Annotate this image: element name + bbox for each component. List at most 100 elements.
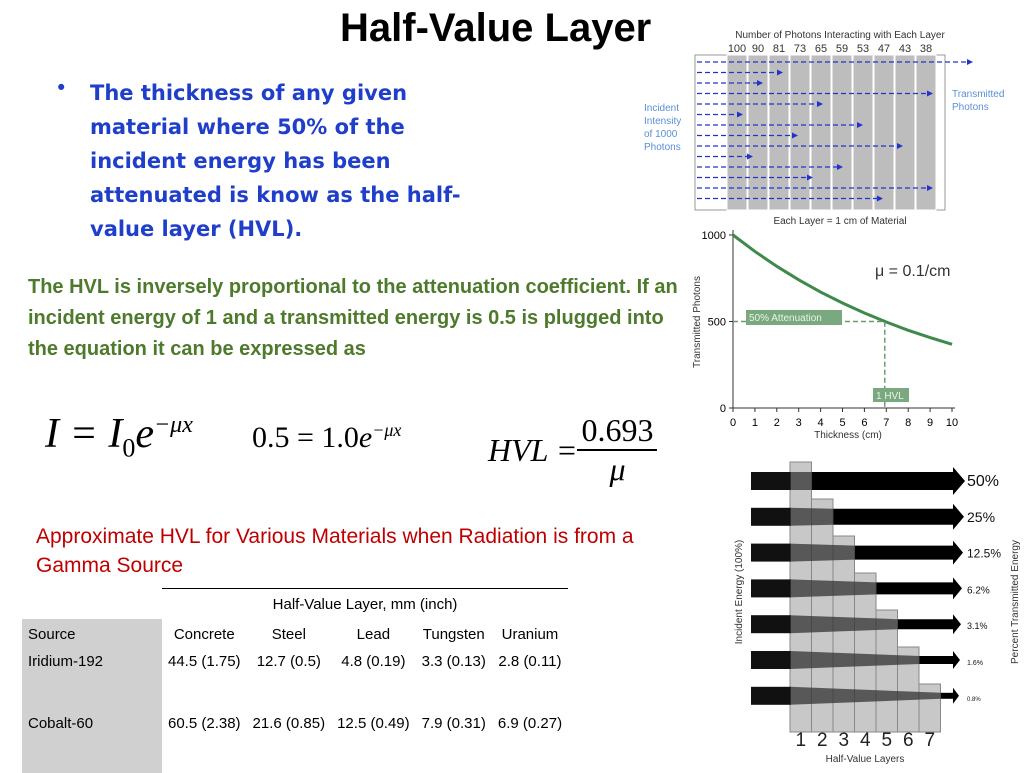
layer bbox=[831, 54, 853, 211]
x-tick-label: 2 bbox=[774, 417, 780, 429]
table-cell: 21.6 (0.85) bbox=[252, 715, 326, 732]
table-cell: Half-Value Layer, mm (inch) bbox=[162, 588, 569, 619]
table-cell: 7.9 (0.31) bbox=[421, 715, 486, 732]
layer bbox=[810, 54, 832, 211]
eq-part: μ bbox=[609, 451, 626, 487]
layer bbox=[894, 54, 916, 211]
table-cell: 2.8 (0.11) bbox=[498, 653, 562, 670]
x-axis-label: Thickness (cm) bbox=[814, 430, 882, 441]
table-cell: Tungsten bbox=[422, 625, 485, 643]
diagram-footer: Each Layer = 1 cm of Material bbox=[773, 216, 906, 227]
label-line: Photons bbox=[644, 142, 681, 153]
arrow-head bbox=[837, 164, 843, 170]
eq-part: HVL = bbox=[488, 431, 578, 468]
table-cell: Cobalt-60 bbox=[22, 711, 162, 773]
table-cell: Uranium bbox=[501, 625, 559, 643]
equation: HVL = 0.693 μ bbox=[488, 412, 658, 488]
table-cell: Source bbox=[22, 619, 162, 649]
attenuation-wedge bbox=[790, 686, 941, 705]
attenuation-label: 50% Attenuation bbox=[749, 313, 822, 324]
eq-part: −μx bbox=[372, 420, 402, 440]
layer-count: 59 bbox=[836, 43, 848, 55]
arrow-head bbox=[897, 143, 903, 149]
arrow-head bbox=[877, 195, 883, 202]
layer-count: 90 bbox=[752, 43, 764, 55]
arrow-head bbox=[953, 614, 961, 635]
arrow-head bbox=[807, 174, 813, 181]
arrow-head bbox=[817, 101, 823, 107]
layer-count: 65 bbox=[815, 43, 827, 55]
table-cell: Steel bbox=[271, 625, 306, 643]
x-tick-label: 0 bbox=[730, 417, 736, 429]
layer bbox=[873, 54, 895, 211]
y-tick-label: 0 bbox=[720, 403, 726, 415]
table-cell: 12.7 (0.5) bbox=[256, 653, 321, 670]
percent-label: 3.1% bbox=[967, 621, 988, 631]
layer-count: 100 bbox=[728, 43, 746, 55]
arrow-head bbox=[927, 90, 933, 97]
bullet-text: The thickness of any given material wher… bbox=[90, 81, 461, 241]
equation: 0.5 = 1.0e−μx bbox=[252, 420, 401, 455]
layer-number: 2 bbox=[817, 730, 828, 751]
incident-bar bbox=[751, 543, 791, 562]
arrow-head bbox=[857, 122, 863, 128]
arrow-head bbox=[953, 540, 963, 565]
table-cell: 44.5 (1.75) bbox=[168, 653, 241, 670]
eq-part: 0.693 bbox=[577, 412, 658, 451]
layer-number: 7 bbox=[924, 730, 935, 751]
label-bg bbox=[873, 388, 909, 402]
table-cell: 6.9 (0.27) bbox=[497, 715, 563, 732]
x-tick-label: 4 bbox=[818, 417, 824, 429]
layer-number: 1 bbox=[795, 730, 806, 751]
layer-number: 3 bbox=[838, 730, 849, 751]
layer bbox=[852, 54, 874, 211]
layer-number: 5 bbox=[881, 730, 892, 751]
arrow-head bbox=[967, 59, 973, 65]
right-label: Percent Transmitted Energy bbox=[1010, 540, 1021, 664]
x-tick-label: 3 bbox=[796, 417, 802, 429]
incident-bar bbox=[751, 651, 791, 669]
arrow-head bbox=[953, 503, 964, 530]
hvl-guide bbox=[733, 320, 886, 408]
layer bbox=[789, 54, 811, 211]
diagram-label: Transmitted Photons bbox=[952, 89, 1004, 113]
percent-label: 1.6% bbox=[967, 660, 983, 667]
attenuation-wedge bbox=[790, 472, 812, 490]
eq-part: e bbox=[358, 421, 373, 454]
table-row: Cobalt-60 60.5 (2.38) 21.6 (0.85) 12.5 (0.4… bbox=[22, 711, 568, 773]
attenuation-wedge bbox=[790, 507, 834, 526]
table: Half-Value Layer, mm (inch) Source Concret… bbox=[22, 588, 569, 773]
incident-bar bbox=[751, 615, 791, 634]
percent-label: 6.2% bbox=[967, 585, 990, 596]
table-cell: Concrete bbox=[173, 625, 235, 643]
arrow-head bbox=[747, 153, 753, 160]
mu-label: μ = 0.1/cm bbox=[875, 263, 950, 280]
x-tick-label: 8 bbox=[905, 417, 911, 429]
arrow-head bbox=[953, 577, 962, 600]
arrow-head bbox=[953, 651, 960, 669]
table-cell: 12.5 (0.49) bbox=[337, 715, 410, 732]
layer bbox=[726, 54, 748, 211]
energy-footer: Half-Value Layers bbox=[826, 754, 905, 765]
layer bbox=[768, 54, 790, 211]
x-tick-label: 10 bbox=[946, 417, 958, 429]
x-tick-label: 5 bbox=[839, 417, 845, 429]
decay-curve bbox=[732, 233, 953, 346]
equation: I = I0e−μx bbox=[45, 410, 193, 463]
percent-label: 50% bbox=[967, 473, 999, 490]
layer-count: 38 bbox=[920, 43, 932, 55]
layer-block bbox=[918, 683, 941, 733]
percent-label: 25% bbox=[967, 509, 995, 525]
table-row: Iridium-192 44.5 (1.75) 12.7 (0.5) 4.8 (0.1… bbox=[22, 649, 568, 711]
caption: Approximate HVL for Various Materials wh… bbox=[36, 525, 634, 577]
arrow-head bbox=[792, 132, 798, 139]
incident-bar bbox=[751, 472, 791, 490]
label-line: of 1000 bbox=[644, 129, 678, 140]
layer-number: 6 bbox=[903, 730, 914, 751]
layer-count: 81 bbox=[773, 43, 785, 55]
y-tick-label: 500 bbox=[708, 317, 726, 329]
y-axis-label: Transmitted Photons bbox=[692, 276, 703, 368]
layer-count: 73 bbox=[794, 43, 806, 55]
incident-bar bbox=[751, 507, 791, 526]
layer-count: 47 bbox=[878, 43, 890, 55]
